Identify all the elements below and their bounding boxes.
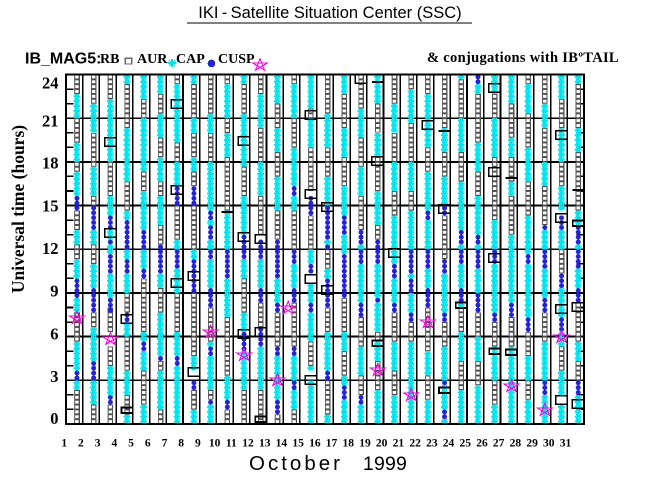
- svg-text:6: 6: [50, 324, 58, 343]
- svg-text:21: 21: [42, 111, 59, 130]
- svg-text:16: 16: [309, 438, 321, 450]
- svg-text:20: 20: [376, 438, 388, 450]
- svg-text:23: 23: [426, 438, 438, 450]
- svg-text:3: 3: [50, 367, 58, 386]
- svg-text:2: 2: [78, 438, 84, 450]
- svg-text:8: 8: [178, 438, 184, 450]
- svg-text:25: 25: [459, 438, 471, 450]
- svg-text:October: October: [249, 452, 343, 475]
- svg-text:29: 29: [526, 438, 538, 450]
- svg-text:7: 7: [162, 438, 168, 450]
- svg-text:18: 18: [343, 438, 355, 450]
- svg-text:12: 12: [242, 438, 254, 450]
- svg-text:26: 26: [476, 438, 488, 450]
- svg-text:6: 6: [145, 438, 151, 450]
- svg-text:9: 9: [195, 438, 201, 450]
- svg-text:13: 13: [259, 438, 271, 450]
- svg-text:15: 15: [42, 196, 59, 215]
- svg-text:27: 27: [493, 438, 505, 450]
- svg-text:AUR: AUR: [137, 52, 168, 67]
- svg-text:30: 30: [543, 438, 555, 450]
- svg-text:Universal time (hours): Universal time (hours): [8, 125, 28, 293]
- svg-text:19: 19: [359, 438, 371, 450]
- svg-text:IKI - Satellite Situation Cent: IKI - Satellite Situation Center (SSC): [198, 4, 461, 22]
- svg-text:CAP: CAP: [176, 52, 205, 67]
- svg-text:4: 4: [111, 438, 117, 450]
- svg-text:IB_MAG5:: IB_MAG5:: [25, 51, 101, 68]
- svg-text:15: 15: [292, 438, 304, 450]
- svg-text:0: 0: [50, 409, 58, 428]
- svg-text:1: 1: [61, 438, 67, 450]
- svg-text:3: 3: [95, 438, 101, 450]
- svg-text:21: 21: [393, 438, 405, 450]
- svg-text:5: 5: [128, 438, 134, 450]
- svg-text:9: 9: [50, 282, 58, 301]
- svg-text:10: 10: [209, 438, 221, 450]
- svg-text:12: 12: [42, 239, 59, 258]
- svg-text:18: 18: [42, 154, 59, 173]
- svg-text:24: 24: [443, 438, 455, 450]
- svg-text:24: 24: [42, 74, 59, 93]
- svg-text:22: 22: [409, 438, 421, 450]
- svg-text:1999: 1999: [363, 453, 407, 475]
- svg-text:CUSP: CUSP: [218, 52, 255, 67]
- svg-text:RB: RB: [100, 52, 119, 67]
- svg-text:17: 17: [326, 438, 338, 450]
- svg-text:11: 11: [226, 438, 237, 450]
- svg-text:& conjugations with IBºTAIL: & conjugations with IBºTAIL: [427, 50, 619, 66]
- svg-text:14: 14: [276, 438, 288, 450]
- svg-text:28: 28: [510, 438, 522, 450]
- svg-text:31: 31: [560, 438, 572, 450]
